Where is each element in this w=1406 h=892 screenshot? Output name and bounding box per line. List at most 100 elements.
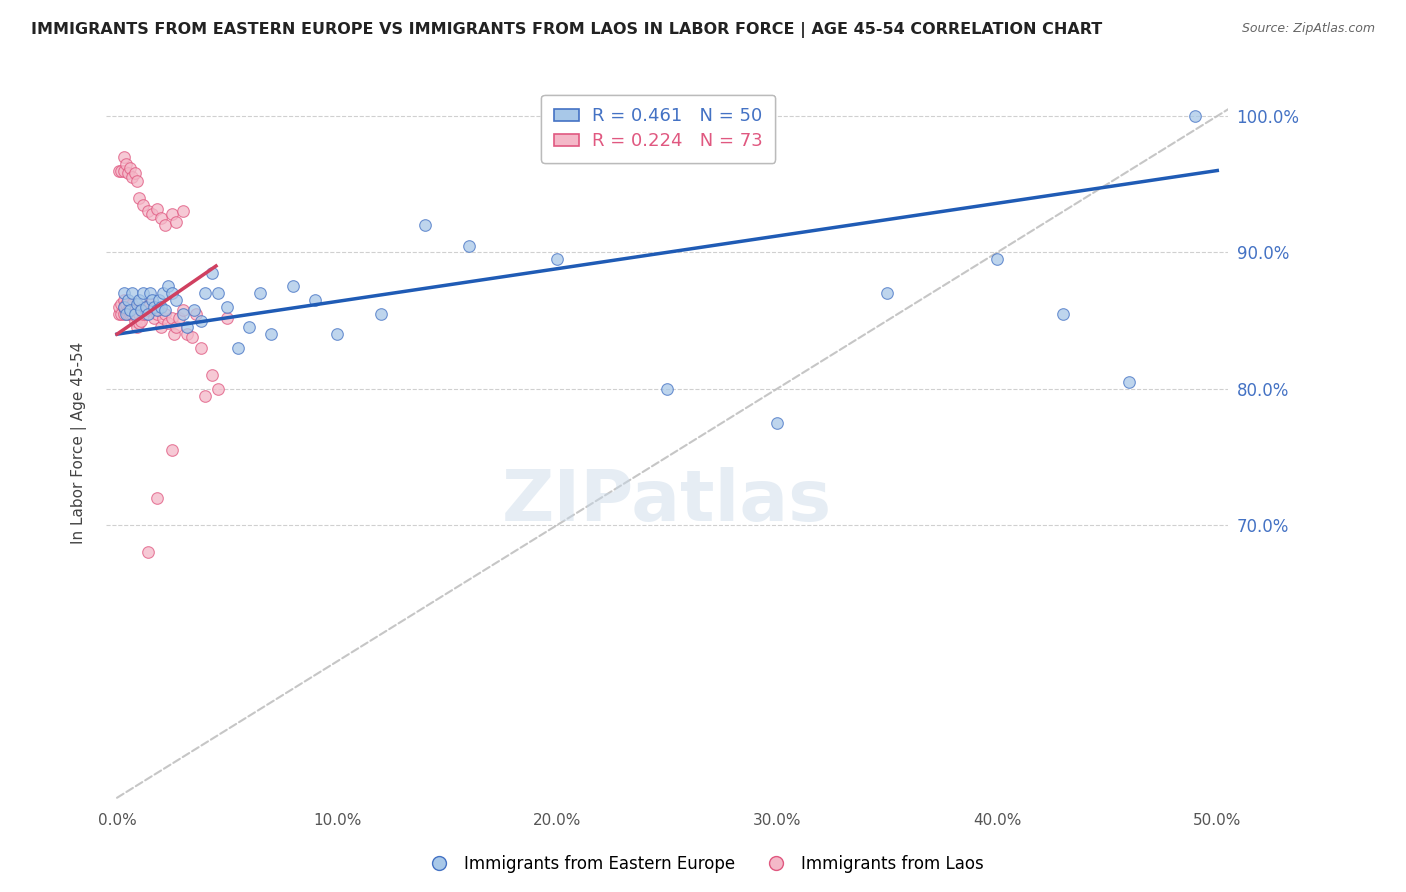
Point xyxy=(165,293,187,307)
Point xyxy=(128,316,150,330)
Point xyxy=(128,293,150,307)
Point xyxy=(152,286,174,301)
Legend: R = 0.461   N = 50, R = 0.224   N = 73: R = 0.461 N = 50, R = 0.224 N = 73 xyxy=(541,95,776,163)
Point xyxy=(120,161,142,175)
Point xyxy=(260,327,283,342)
Point xyxy=(141,207,163,221)
Point xyxy=(145,302,167,317)
Point xyxy=(110,307,132,321)
Point xyxy=(121,286,143,301)
Point xyxy=(165,320,187,334)
Point xyxy=(304,293,326,307)
Point xyxy=(112,163,135,178)
Point xyxy=(121,297,143,311)
Point xyxy=(125,297,148,311)
Point xyxy=(156,316,179,330)
Point xyxy=(141,302,163,317)
Point xyxy=(132,286,155,301)
Point xyxy=(201,266,224,280)
Point xyxy=(114,307,136,321)
Point xyxy=(125,310,148,325)
Point xyxy=(120,302,142,317)
Point xyxy=(141,293,163,307)
Text: ZIPatlas: ZIPatlas xyxy=(502,467,832,535)
Point xyxy=(108,307,131,321)
Point xyxy=(124,313,146,327)
Point xyxy=(655,382,678,396)
Point xyxy=(117,307,139,321)
Point xyxy=(128,191,150,205)
Point xyxy=(150,211,173,226)
Point xyxy=(132,307,155,321)
Point xyxy=(226,341,249,355)
Point xyxy=(117,302,139,317)
Point xyxy=(215,310,238,325)
Point xyxy=(112,307,135,321)
Point xyxy=(176,320,198,334)
Point xyxy=(112,300,135,314)
Point xyxy=(326,327,349,342)
Point xyxy=(165,215,187,229)
Point xyxy=(145,202,167,216)
Point xyxy=(112,293,135,307)
Point xyxy=(546,252,568,267)
Point xyxy=(160,443,183,458)
Point xyxy=(167,310,190,325)
Point xyxy=(148,293,170,307)
Point xyxy=(876,286,898,301)
Point xyxy=(124,307,146,321)
Point xyxy=(125,174,148,188)
Point xyxy=(207,286,229,301)
Point xyxy=(136,307,159,321)
Point xyxy=(121,307,143,321)
Point xyxy=(172,204,194,219)
Point xyxy=(160,310,183,325)
Point xyxy=(124,302,146,317)
Point xyxy=(128,307,150,321)
Point xyxy=(125,320,148,334)
Point xyxy=(194,286,217,301)
Point xyxy=(413,218,436,232)
Point xyxy=(120,300,142,314)
Text: Source: ZipAtlas.com: Source: ZipAtlas.com xyxy=(1241,22,1375,36)
Point xyxy=(215,300,238,314)
Point xyxy=(163,327,186,342)
Point xyxy=(152,310,174,325)
Point xyxy=(112,286,135,301)
Point xyxy=(108,300,131,314)
Point xyxy=(766,416,789,430)
Point xyxy=(172,307,194,321)
Point xyxy=(117,166,139,180)
Point xyxy=(121,170,143,185)
Legend: Immigrants from Eastern Europe, Immigrants from Laos: Immigrants from Eastern Europe, Immigran… xyxy=(415,848,991,880)
Point xyxy=(155,218,177,232)
Point xyxy=(114,302,136,317)
Point xyxy=(132,197,155,211)
Point xyxy=(114,157,136,171)
Point xyxy=(190,313,212,327)
Point xyxy=(207,382,229,396)
Point xyxy=(139,297,162,311)
Point xyxy=(281,279,304,293)
Point xyxy=(143,300,166,314)
Point xyxy=(201,368,224,382)
Point xyxy=(112,300,135,314)
Point xyxy=(155,302,177,317)
Point xyxy=(124,166,146,180)
Point xyxy=(129,302,152,317)
Point xyxy=(1052,307,1074,321)
Point xyxy=(145,491,167,505)
Point xyxy=(112,150,135,164)
Point xyxy=(148,302,170,317)
Point xyxy=(110,163,132,178)
Point xyxy=(190,341,212,355)
Point xyxy=(458,238,481,252)
Point xyxy=(135,300,157,314)
Point xyxy=(143,310,166,325)
Y-axis label: In Labor Force | Age 45-54: In Labor Force | Age 45-54 xyxy=(72,343,87,544)
Point xyxy=(139,286,162,301)
Point xyxy=(132,300,155,314)
Point xyxy=(136,204,159,219)
Point xyxy=(150,320,173,334)
Point xyxy=(136,302,159,317)
